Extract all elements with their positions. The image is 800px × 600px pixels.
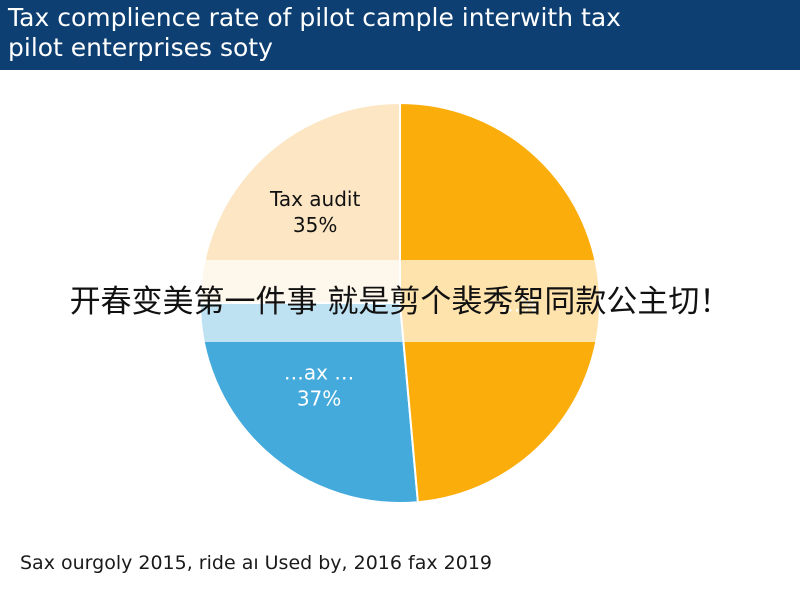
chart-header: Tax complience rate of pilot cample inte… [0,0,800,70]
chart-source-note: Sax ourgoly 2015, ride aı Used by, 2016 … [20,552,492,574]
pie-slice-value-2: 37% [297,387,341,411]
chart-title-line-2: pilot enterprises soty [8,33,273,62]
pie-slice-value-1: 35% [293,213,337,237]
pie-slice-2 [198,302,420,504]
pie-slice-label-1: Tax audit [269,187,361,211]
chart-title-line-1: Tax complience rate of pilot cample inte… [8,3,621,32]
caption-overlay-band [0,260,800,342]
pie-slice-label-2: …ax … [284,361,354,385]
caption-overlay-text: 开春变美第一件事 就是剪个裴秀智同款公主切！ [69,284,731,320]
